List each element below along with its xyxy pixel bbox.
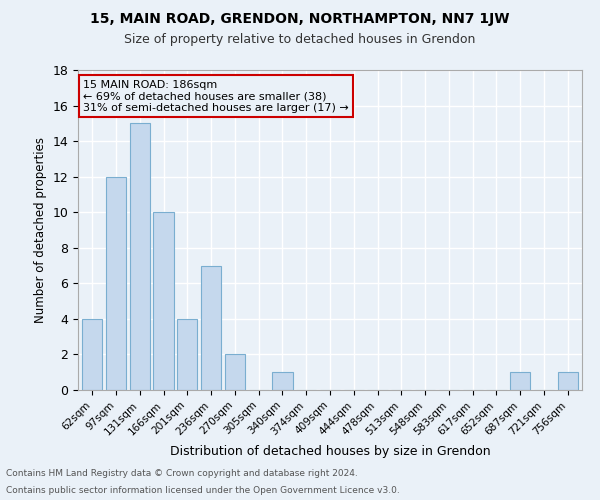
Bar <box>557 372 578 390</box>
Text: Size of property relative to detached houses in Grendon: Size of property relative to detached ho… <box>124 32 476 46</box>
Y-axis label: Number of detached properties: Number of detached properties <box>34 137 47 323</box>
X-axis label: Distribution of detached houses by size in Grendon: Distribution of detached houses by size … <box>170 445 490 458</box>
Bar <box>106 176 126 390</box>
Text: Contains HM Land Registry data © Crown copyright and database right 2024.: Contains HM Land Registry data © Crown c… <box>6 468 358 477</box>
Bar <box>225 354 245 390</box>
Text: Contains public sector information licensed under the Open Government Licence v3: Contains public sector information licen… <box>6 486 400 495</box>
Bar <box>272 372 293 390</box>
Bar <box>177 319 197 390</box>
Bar <box>201 266 221 390</box>
Bar <box>510 372 530 390</box>
Bar <box>82 319 103 390</box>
Text: 15, MAIN ROAD, GRENDON, NORTHAMPTON, NN7 1JW: 15, MAIN ROAD, GRENDON, NORTHAMPTON, NN7… <box>90 12 510 26</box>
Bar <box>154 212 173 390</box>
Bar <box>130 124 150 390</box>
Text: 15 MAIN ROAD: 186sqm
← 69% of detached houses are smaller (38)
31% of semi-detac: 15 MAIN ROAD: 186sqm ← 69% of detached h… <box>83 80 349 113</box>
